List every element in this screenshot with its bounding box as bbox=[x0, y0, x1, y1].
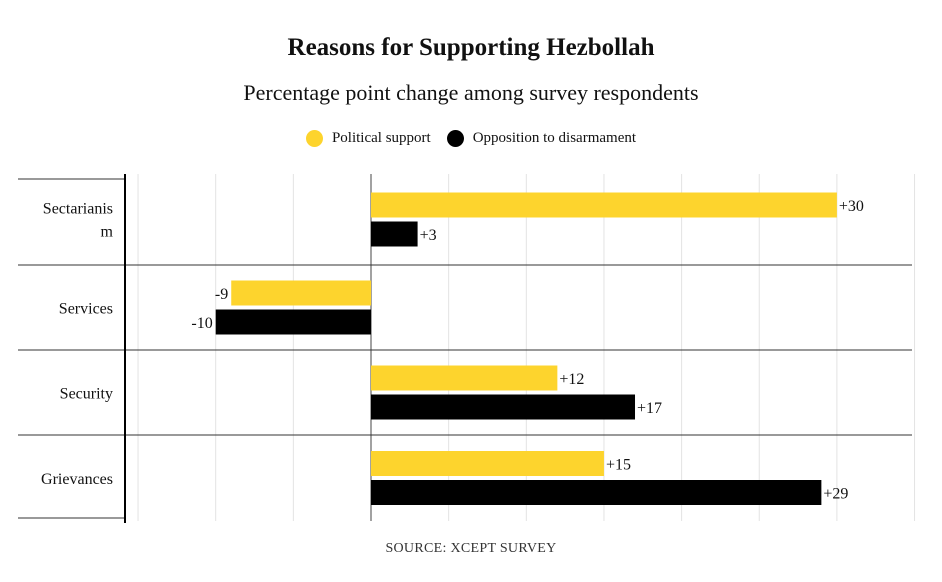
bar-political-support-services bbox=[231, 280, 371, 306]
legend-item-opposition-to-disarmament: Opposition to disarmament bbox=[446, 130, 637, 147]
source-note: SOURCE: XCEPT SURVEY bbox=[385, 541, 557, 556]
data-label-opposition-to-disarmament-grievances: +29 bbox=[823, 486, 848, 503]
legend-label-opposition-to-disarmament: Opposition to disarmament bbox=[472, 130, 637, 146]
bar-opposition-to-disarmament-security bbox=[371, 394, 636, 420]
category-label-sectarianism: Sectarianis m bbox=[43, 201, 114, 241]
chart-title: Reasons for Supporting Hezbollah bbox=[287, 34, 655, 61]
bar-opposition-to-disarmament-grievances bbox=[371, 480, 822, 505]
category-label-security: Security bbox=[60, 386, 113, 403]
data-label-political-support-security: +12 bbox=[559, 371, 584, 388]
chart-subtitle: Percentage point change among survey res… bbox=[243, 80, 699, 105]
category-label-grievances: Grievances bbox=[41, 471, 113, 488]
data-label-opposition-to-disarmament-services: -10 bbox=[191, 315, 212, 332]
bar-opposition-to-disarmament-sectarianism bbox=[371, 221, 418, 247]
bar-political-support-security bbox=[371, 365, 558, 391]
legend-swatch-opposition-to-disarmament bbox=[446, 130, 464, 147]
bar-opposition-to-disarmament-services bbox=[215, 309, 371, 335]
legend-swatch-political-support bbox=[305, 130, 323, 147]
legend-item-political-support: Political support bbox=[305, 130, 431, 147]
legend-label-political-support: Political support bbox=[331, 130, 431, 146]
bar-political-support-grievances bbox=[371, 451, 604, 476]
data-label-political-support-grievances: +15 bbox=[606, 457, 631, 474]
data-label-political-support-services: -9 bbox=[215, 286, 228, 303]
bar-political-support-sectarianism bbox=[371, 192, 837, 218]
category-label-services: Services bbox=[59, 301, 113, 318]
legend: Political support Opposition to disarmam… bbox=[0, 130, 942, 147]
data-label-opposition-to-disarmament-sectarianism: +3 bbox=[420, 227, 437, 244]
data-label-political-support-sectarianism: +30 bbox=[839, 198, 864, 215]
data-label-opposition-to-disarmament-security: +17 bbox=[637, 400, 662, 417]
